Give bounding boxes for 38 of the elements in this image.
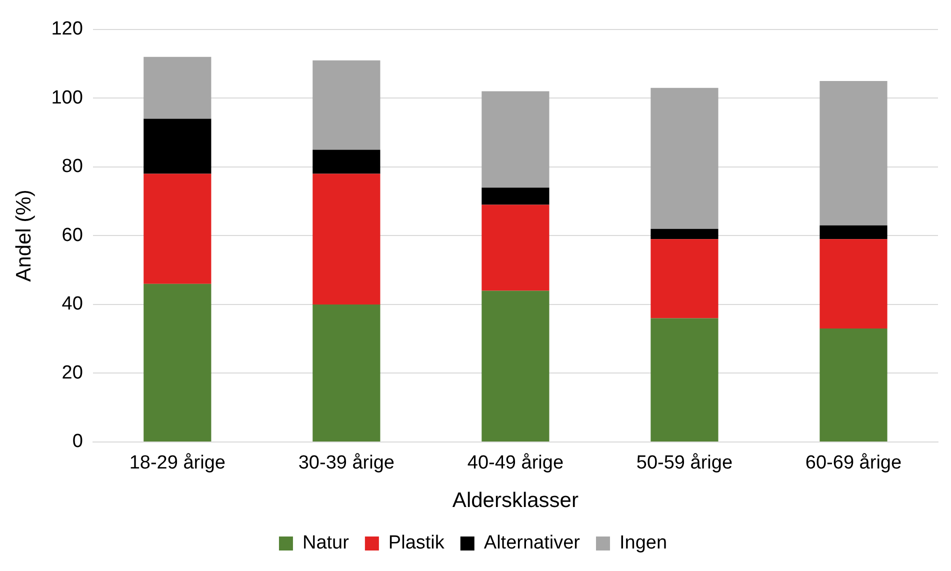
bar xyxy=(144,118,212,174)
bar xyxy=(820,225,888,240)
legend-label: Ingen xyxy=(619,532,668,554)
bar xyxy=(312,174,380,304)
y-tick-label: 0 xyxy=(72,431,83,452)
bar xyxy=(820,328,888,442)
y-tick-label: 20 xyxy=(62,362,83,384)
x-tick-label: 30-39 årige xyxy=(298,452,394,474)
legend-label: Alternativer xyxy=(484,532,581,554)
y-tick-label: 120 xyxy=(51,18,83,40)
legend-label: Plastik xyxy=(388,532,445,554)
bar xyxy=(820,80,888,226)
bar xyxy=(144,174,212,284)
bar xyxy=(650,228,718,240)
bar xyxy=(312,60,380,150)
x-axis-title: Aldersklasser xyxy=(452,489,578,512)
bar xyxy=(482,290,550,442)
bar xyxy=(482,204,550,291)
bar xyxy=(650,239,718,318)
y-tick-label: 40 xyxy=(62,294,83,315)
y-tick-label: 100 xyxy=(51,87,83,108)
bar xyxy=(144,284,212,442)
bar xyxy=(144,56,212,119)
y-tick-label: 80 xyxy=(62,156,83,178)
legend-label: Natur xyxy=(302,532,350,554)
x-tick-label: 40-49 årige xyxy=(467,452,564,474)
x-tick-label: 18-29 årige xyxy=(129,452,226,474)
x-tick-label: 50-59 årige xyxy=(636,452,733,474)
bar xyxy=(650,318,718,442)
y-axis-title: Andel (%) xyxy=(12,190,36,282)
bar xyxy=(482,91,550,188)
bar xyxy=(820,239,888,329)
bar xyxy=(312,304,380,442)
bar xyxy=(482,188,550,205)
bar xyxy=(312,150,380,174)
x-tick-label: 60-69 årige xyxy=(805,452,902,474)
bar xyxy=(650,88,718,229)
y-tick-label: 60 xyxy=(62,224,83,246)
